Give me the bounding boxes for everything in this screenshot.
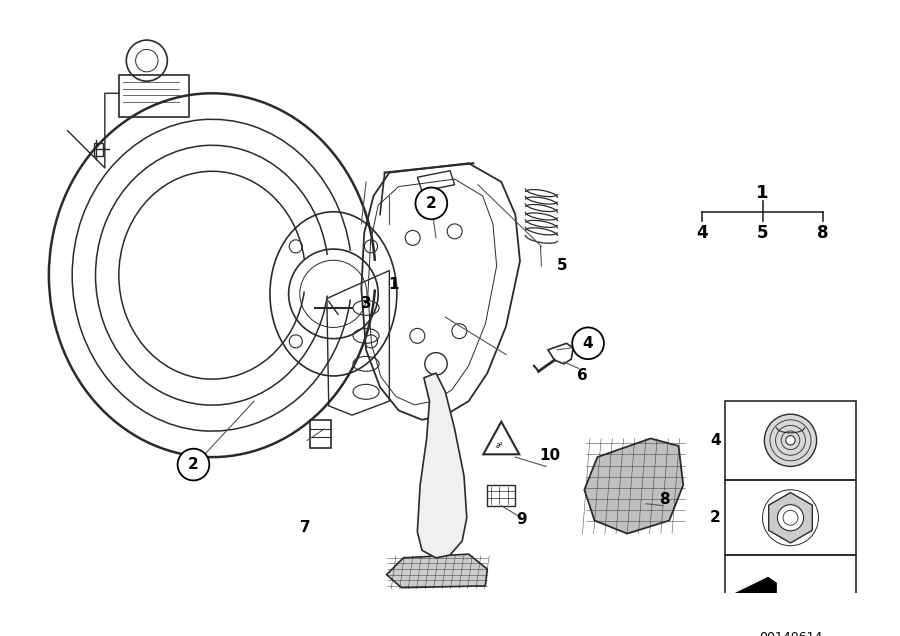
Circle shape bbox=[572, 328, 604, 359]
Bar bbox=[310, 420, 330, 448]
Text: 1: 1 bbox=[756, 184, 769, 202]
Text: 5: 5 bbox=[556, 258, 567, 273]
Text: 6: 6 bbox=[577, 368, 588, 382]
Circle shape bbox=[778, 505, 804, 531]
Polygon shape bbox=[418, 373, 467, 558]
Polygon shape bbox=[734, 576, 796, 614]
Text: 2: 2 bbox=[710, 510, 721, 525]
Circle shape bbox=[416, 188, 447, 219]
Polygon shape bbox=[584, 438, 683, 534]
Bar bbox=[725, 555, 856, 620]
Bar bbox=[487, 485, 516, 506]
Text: 1: 1 bbox=[389, 277, 400, 292]
Text: ∂²: ∂² bbox=[496, 441, 503, 450]
Polygon shape bbox=[387, 554, 487, 588]
Text: 2: 2 bbox=[426, 196, 436, 211]
Text: 8: 8 bbox=[817, 225, 829, 242]
Bar bbox=[725, 401, 856, 480]
Circle shape bbox=[786, 436, 796, 445]
Text: 3: 3 bbox=[361, 296, 372, 310]
Text: 4: 4 bbox=[710, 433, 721, 448]
Text: 5: 5 bbox=[757, 225, 769, 242]
Text: 4: 4 bbox=[583, 336, 593, 351]
Text: 4: 4 bbox=[696, 225, 707, 242]
Bar bbox=[119, 74, 189, 116]
Polygon shape bbox=[769, 492, 813, 543]
Text: 7: 7 bbox=[300, 520, 310, 535]
Bar bbox=[94, 142, 103, 156]
Text: 00140614: 00140614 bbox=[759, 631, 823, 636]
Text: 10: 10 bbox=[539, 448, 561, 463]
Text: 9: 9 bbox=[517, 512, 527, 527]
Text: 8: 8 bbox=[659, 492, 670, 507]
Circle shape bbox=[764, 414, 816, 466]
Bar bbox=[725, 480, 856, 555]
Circle shape bbox=[177, 449, 210, 480]
Text: 2: 2 bbox=[188, 457, 199, 472]
